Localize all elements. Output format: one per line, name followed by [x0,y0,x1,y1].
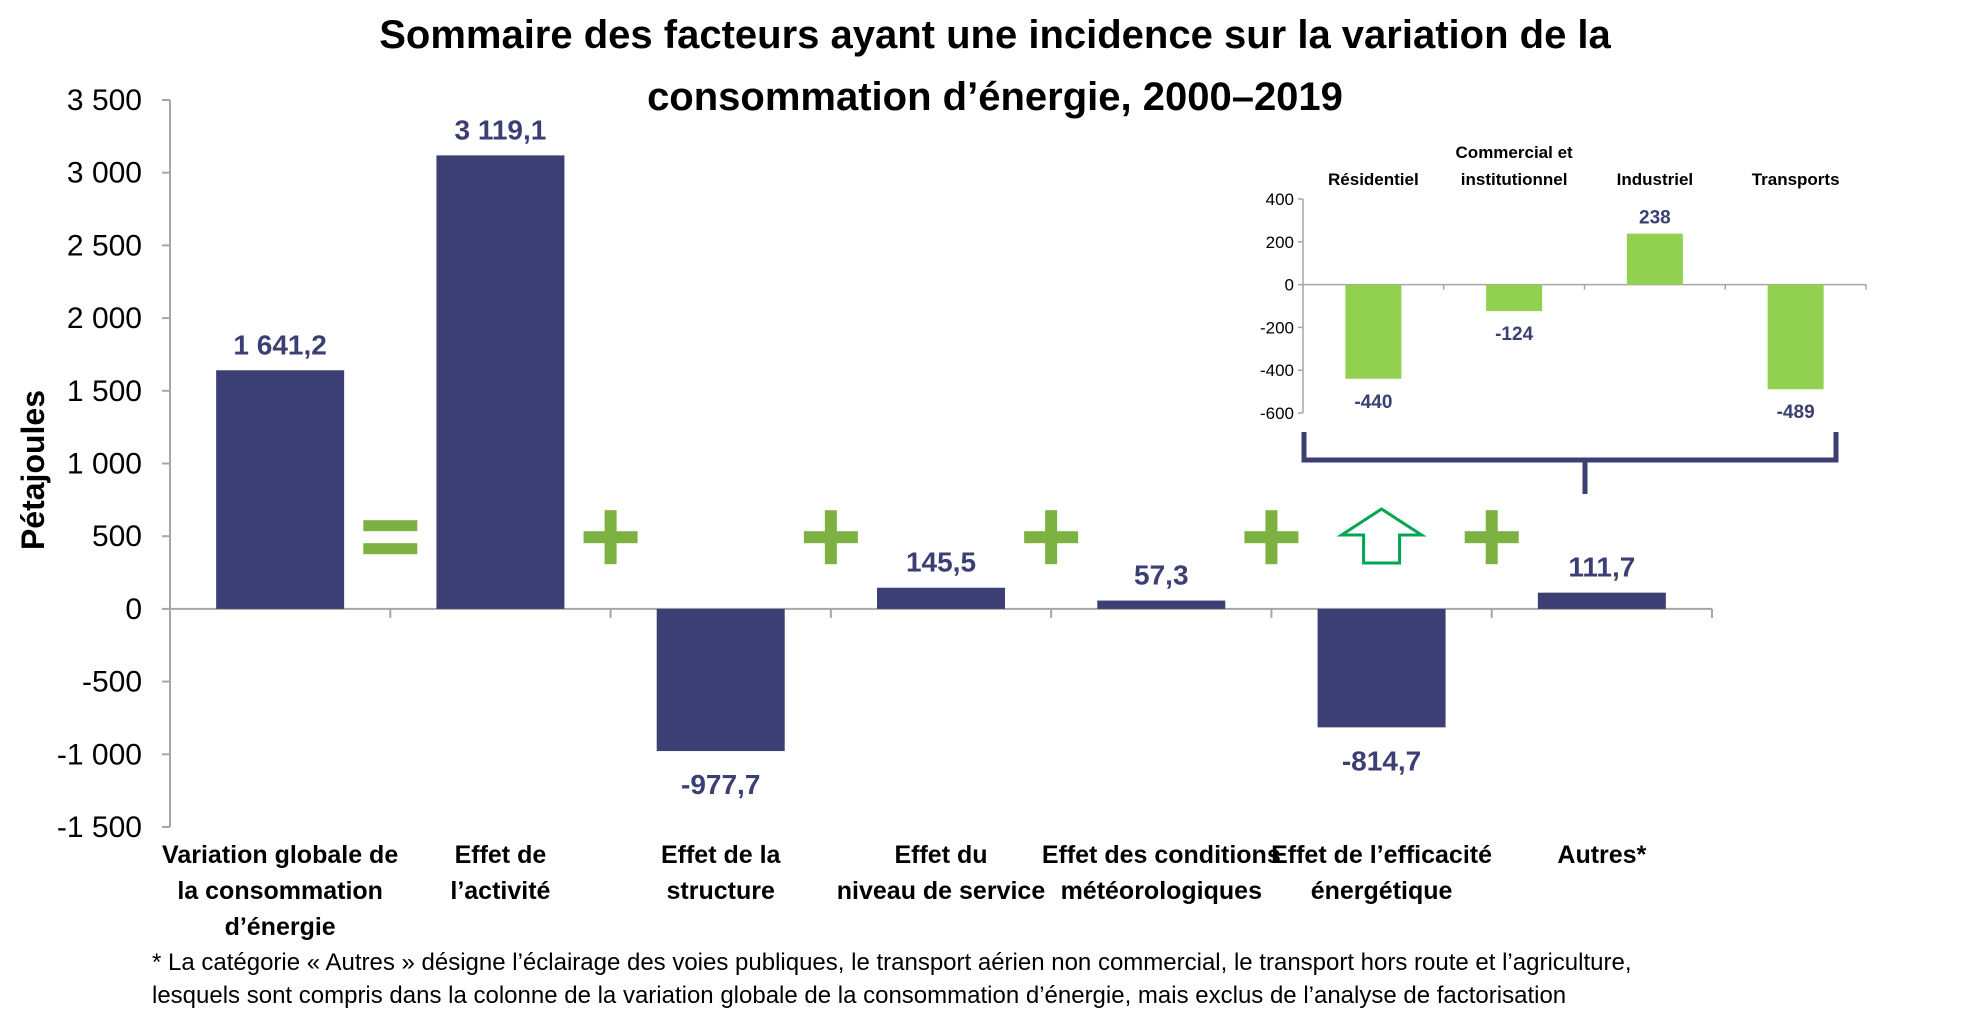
inset-category-label: institutionnel [1461,170,1568,189]
y-tick-label: 3 500 [67,84,142,117]
x-category-label: structure [667,877,775,905]
bar [436,155,565,609]
y-tick-label: -1 500 [57,811,142,844]
equals-sign-icon [363,520,418,555]
y-tick-label: -1 000 [57,738,142,771]
x-category-label: l’activité [450,877,550,905]
plus-sign-icon [1244,510,1299,565]
chart-title-line-1: Sommaire des facteurs ayant une incidenc… [379,13,1611,57]
inset-data-label: -489 [1777,402,1815,423]
x-category-label: météorologiques [1061,877,1262,905]
y-tick-label: 2 000 [67,302,142,335]
inset-y-tick-label: 0 [1285,276,1294,295]
bracket-connector [1301,432,1839,494]
x-category-label: niveau de service [837,877,1046,905]
y-tick-label: 2 500 [67,229,142,262]
inset-category-label: Industriel [1617,170,1694,189]
inset-category-label: Transports [1752,170,1840,189]
data-label: 111,7 [1568,552,1635,583]
bar [216,370,345,609]
y-axis-label: Pétajoules [15,390,51,550]
inset-y-tick-label: 400 [1266,190,1294,209]
plus-sign-icon [1024,510,1079,565]
plus-sign-icon [1464,510,1519,565]
x-category-label: la consommation [177,877,383,905]
x-category-label: énergétique [1311,877,1453,905]
x-category-label: Effet de la [661,841,782,869]
x-category-label: d’énergie [225,913,336,941]
y-tick-label: 500 [92,520,142,553]
x-category-label: Variation globale de [162,841,398,869]
data-label: 1 641,2 [233,329,326,360]
inset-y-tick-label: -400 [1260,361,1294,380]
chart-title: Sommaire des facteurs ayant une incidenc… [379,13,1611,119]
inset-bar [1767,284,1824,390]
inset-category-label: Résidentiel [1328,170,1419,189]
y-tick-label: 1 000 [67,448,142,481]
main-chart-layer: 3 500 3 000 2 500 2 000 1 500 1 000 500 0 -500 -1… [57,84,1713,941]
inset-y-tick-label: 200 [1266,233,1294,252]
data-label: -814,7 [1342,745,1421,776]
x-category-label: Autres* [1557,841,1646,869]
bar [1537,592,1666,609]
x-category-label: Effet du [894,841,987,869]
footnote-line-2: lesquels sont compris dans la colonne de… [152,982,1566,1009]
decorations-layer [363,432,1839,565]
y-tick-label: 3 000 [67,157,142,190]
plus-sign-icon [583,510,638,565]
bar [1097,600,1226,609]
footnote-line-1: * La catégorie « Autres » désigne l’écla… [152,949,1631,976]
y-tick-label: 1 500 [67,375,142,408]
inset-data-label: 238 [1639,208,1671,229]
data-label: 3 119,1 [454,114,546,145]
inset-bar [1486,284,1543,312]
bar [877,587,1005,609]
bar [1317,608,1446,728]
inset-y-tick-label: -200 [1260,318,1294,337]
x-category-label: Effet de [455,841,547,869]
inset-data-label: -440 [1354,392,1392,413]
data-label: 57,3 [1134,560,1189,591]
inset-bar [1626,233,1683,285]
x-category-label: Effet des conditions [1042,841,1281,869]
footnote: * La catégorie « Autres » désigne l’écla… [152,949,1631,1009]
inset-category-label: Commercial et [1456,143,1573,162]
inset-data-label: -124 [1495,324,1533,345]
x-category-label: Effet de l’efficacité [1271,841,1492,869]
up-arrow-icon [1336,507,1427,565]
inset-y-tick-label: -600 [1260,404,1294,423]
y-tick-label: -500 [82,666,142,699]
data-label: -977,7 [681,769,760,800]
y-tick-label: 0 [125,593,142,626]
inset-bar [1345,284,1402,379]
bar [656,608,785,752]
data-label: 145,5 [906,547,976,578]
inset-chart-layer: 400 200 0 -200 -400 -600 -440 Résidentiel -124 Co… [1260,143,1867,423]
chart-title-line-2: consommation d’énergie, 2000–2019 [647,75,1343,119]
plus-sign-icon [803,510,858,565]
